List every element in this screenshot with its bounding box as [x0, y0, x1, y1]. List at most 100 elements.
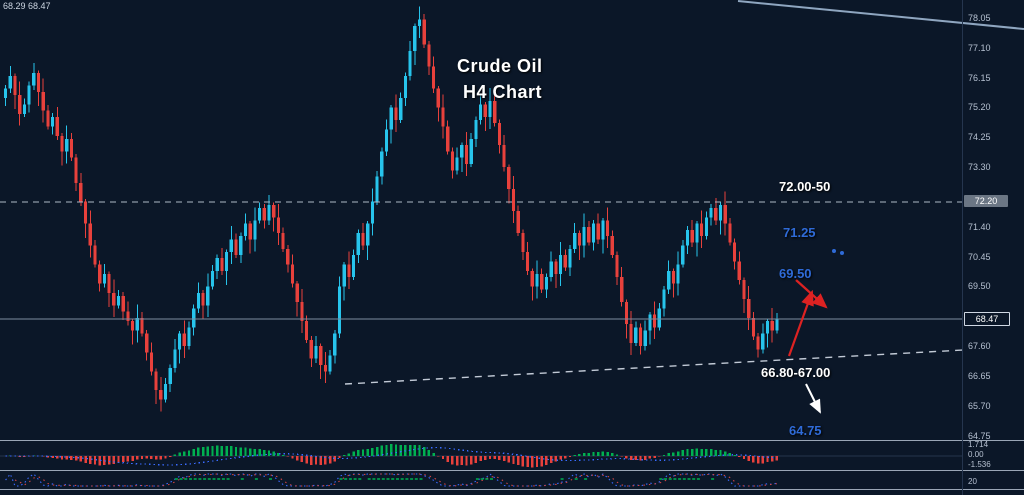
candle-body [587, 226, 591, 243]
price-axis-label: 78.05 [968, 13, 991, 23]
candle-body [201, 292, 205, 306]
candle-body [361, 233, 365, 246]
candle-body [126, 311, 130, 322]
candle-body [356, 233, 360, 256]
candle-body [507, 167, 511, 190]
candle-body [55, 116, 59, 136]
candle-body [22, 104, 27, 114]
candle-body [116, 295, 121, 306]
candle-body [281, 233, 285, 249]
oscillator-indicator-layer [5, 472, 778, 487]
candle-body [178, 333, 182, 350]
candle-body [704, 217, 708, 237]
candle-body [643, 330, 647, 347]
indicator-axis-label: 1.714 [968, 440, 989, 449]
candle-body [225, 251, 229, 271]
candle-body [154, 371, 158, 391]
candle-body [253, 220, 257, 240]
candle-body [206, 286, 210, 306]
chart-title-line2: H4 Chart [463, 82, 543, 102]
candle-body [446, 126, 450, 152]
price-axis: 72.20 68.47 78.05 77.10 76.15 75.20 74.25 73.… [963, 0, 1024, 495]
candle-body [220, 258, 224, 271]
candle-body [493, 101, 497, 124]
candle-body [526, 251, 530, 271]
candle-body [629, 324, 633, 343]
level-7125-label: 71.25 [783, 225, 816, 240]
support-trendline [344, 349, 964, 385]
candle-body [474, 120, 478, 139]
candle-body [347, 264, 351, 278]
candle-body [605, 220, 610, 237]
candle-body [535, 273, 539, 287]
candle-body [563, 255, 567, 268]
candle-body [610, 236, 614, 256]
candle-body [399, 98, 403, 121]
candle-body [488, 101, 492, 117]
candle-body [384, 129, 389, 152]
candle-body [257, 207, 262, 221]
candle-body [732, 242, 737, 262]
candle-body [549, 261, 553, 278]
candle-body [751, 317, 755, 337]
candle-body [27, 85, 31, 105]
candle-body [431, 66, 436, 89]
candle-body [624, 302, 628, 325]
candle-body [653, 314, 657, 328]
candle-body [483, 104, 487, 117]
candle-body [742, 280, 746, 300]
candle-body [667, 270, 671, 290]
candle-body [145, 333, 149, 353]
candle-body [638, 327, 643, 347]
oscillator-line-red [14, 473, 777, 487]
candle-body [582, 226, 586, 246]
candle-body [69, 138, 74, 158]
candle-body [323, 364, 328, 372]
price-axis-label: 75.20 [968, 102, 991, 113]
candle-body [65, 138, 69, 152]
candle-body [74, 157, 78, 183]
price-axis-label: 69.50 [968, 281, 991, 292]
candle-body [544, 277, 549, 290]
candle-body [352, 255, 356, 278]
candle-body [511, 189, 516, 212]
candle-body [370, 201, 375, 224]
candle-body [469, 138, 473, 165]
candle-body [102, 273, 106, 284]
candle-body [8, 76, 12, 89]
candle-body [168, 368, 172, 384]
candle-body [540, 273, 544, 290]
candle-body [93, 245, 97, 265]
level-price-box: 72.20 [964, 195, 1008, 207]
candle-body [192, 308, 196, 328]
candle-body [408, 50, 412, 77]
candle-body [337, 286, 342, 334]
candle-body [130, 321, 135, 331]
candle-body [389, 107, 393, 130]
candle-body [573, 233, 577, 249]
candle-body [234, 239, 238, 256]
candle-body [403, 76, 407, 99]
candle-body [591, 223, 596, 243]
price-axis-label: 73.30 [968, 162, 991, 173]
candle-body [700, 223, 704, 237]
candle-body [441, 107, 445, 127]
candle-body [681, 245, 685, 265]
candle-body [775, 318, 779, 331]
candle-body [135, 317, 139, 331]
candle-body [657, 308, 661, 328]
candle-body [300, 302, 304, 322]
red-arrow-bounce [787, 289, 814, 357]
blue-dot [832, 249, 836, 253]
candle-body [502, 145, 506, 168]
candle-body [159, 390, 163, 400]
candle-body [32, 72, 36, 86]
histogram-indicator-layer [5, 444, 779, 468]
candle-body [770, 321, 774, 331]
candle-body [107, 273, 111, 293]
candle-body [394, 107, 398, 121]
candle-body [239, 236, 243, 256]
candle-body [375, 176, 379, 202]
